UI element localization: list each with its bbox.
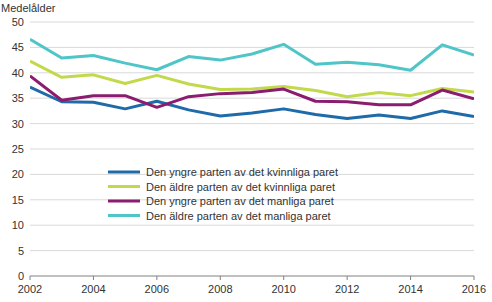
x-tick xyxy=(220,276,221,280)
x-tick-label: 2004 xyxy=(81,283,105,295)
legend-swatch xyxy=(108,214,140,217)
grid-line xyxy=(30,22,474,23)
y-tick-label: 35 xyxy=(12,92,24,104)
legend-label: Den äldre parten av det kvinnliga paret xyxy=(146,181,335,193)
y-tick-label: 0 xyxy=(18,270,24,282)
grid-line xyxy=(30,250,474,251)
x-tick xyxy=(93,276,94,280)
x-tick-label: 2006 xyxy=(145,283,169,295)
grid-line xyxy=(30,98,474,99)
x-tick xyxy=(156,276,157,280)
y-tick-label: 20 xyxy=(12,168,24,180)
y-tick-label: 10 xyxy=(12,219,24,231)
legend-swatch xyxy=(108,200,140,203)
x-tick xyxy=(347,276,348,280)
x-tick xyxy=(283,276,284,280)
legend-label: Den yngre parten av det kvinnliga paret xyxy=(146,166,338,178)
x-tick-label: 2002 xyxy=(18,283,42,295)
x-tick xyxy=(410,276,411,280)
series-line xyxy=(30,39,474,70)
grid-line xyxy=(30,276,474,277)
chart: Medelålder 0 5 10 15 20 25 30 35 40 45 50 2002 2004 20… xyxy=(0,0,492,302)
y-tick-label: 40 xyxy=(12,67,24,79)
y-tick-label: 50 xyxy=(12,16,24,28)
x-tick-label: 2014 xyxy=(398,283,422,295)
x-tick xyxy=(474,276,475,280)
y-tick-label: 45 xyxy=(12,41,24,53)
x-tick-label: 2008 xyxy=(208,283,232,295)
grid-line xyxy=(30,123,474,124)
grid-line xyxy=(30,149,474,150)
series-line xyxy=(30,76,474,107)
legend-swatch xyxy=(108,171,140,174)
grid-line xyxy=(30,47,474,48)
grid-line xyxy=(30,225,474,226)
legend-swatch xyxy=(108,185,140,188)
y-axis-label: Medelålder xyxy=(1,2,56,14)
y-tick-label: 5 xyxy=(18,245,24,257)
legend-label: Den yngre parten av det manliga paret xyxy=(146,195,334,207)
legend: Den yngre parten av det kvinnliga paret D… xyxy=(108,166,338,222)
legend-label: Den äldre parten av det manliga paret xyxy=(146,210,331,222)
y-tick-label: 25 xyxy=(12,143,24,155)
y-tick-label: 15 xyxy=(12,194,24,206)
plot-area xyxy=(30,39,474,118)
x-tick-label: 2010 xyxy=(271,283,295,295)
y-tick-label: 30 xyxy=(12,118,24,130)
x-tick xyxy=(30,276,31,280)
grid-line xyxy=(30,72,474,73)
x-tick-label: 2012 xyxy=(335,283,359,295)
x-tick-label: 2016 xyxy=(462,283,486,295)
